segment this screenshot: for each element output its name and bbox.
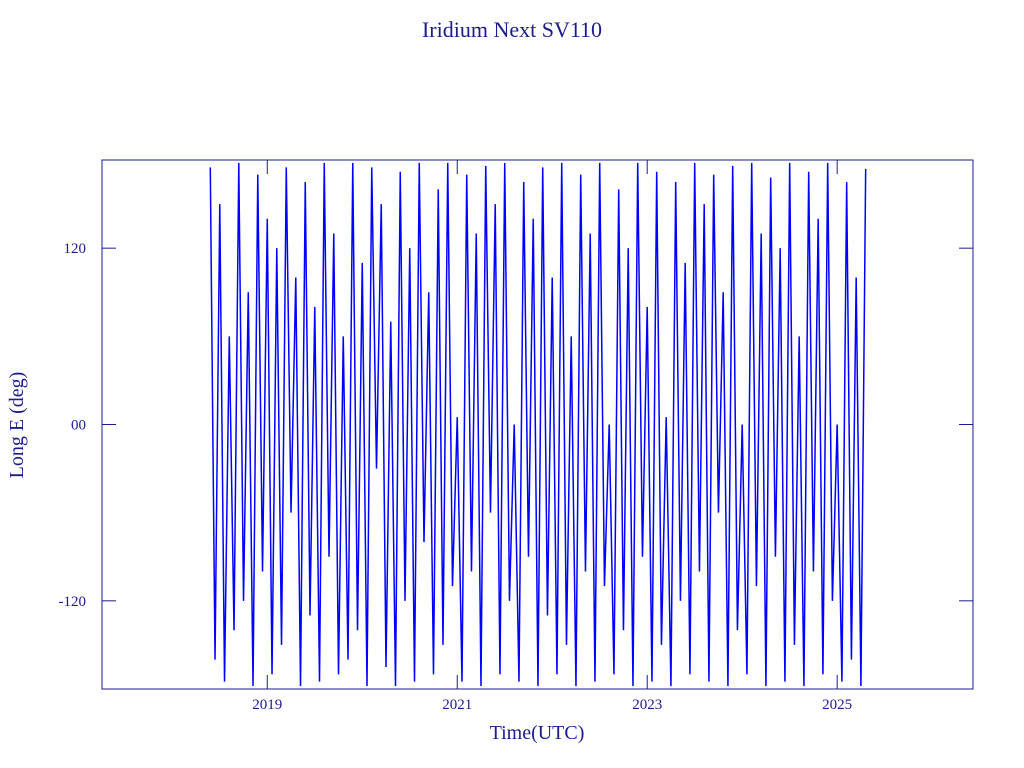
x-tick-label: 2025 xyxy=(822,697,852,713)
y-tick-label: 00 xyxy=(71,418,86,434)
y-axis-label: Long E (deg) xyxy=(6,372,28,479)
x-axis-label: Time(UTC) xyxy=(490,722,585,744)
x-tick-label: 2023 xyxy=(632,697,662,713)
x-tick-label: 2019 xyxy=(252,697,282,713)
chart-title: Iridium Next SV110 xyxy=(422,17,602,42)
x-tick-label: 2021 xyxy=(442,697,472,713)
y-tick-label: -120 xyxy=(59,594,87,610)
y-tick-label: 120 xyxy=(64,241,87,257)
plot-area xyxy=(209,162,867,687)
data-line xyxy=(209,162,867,687)
